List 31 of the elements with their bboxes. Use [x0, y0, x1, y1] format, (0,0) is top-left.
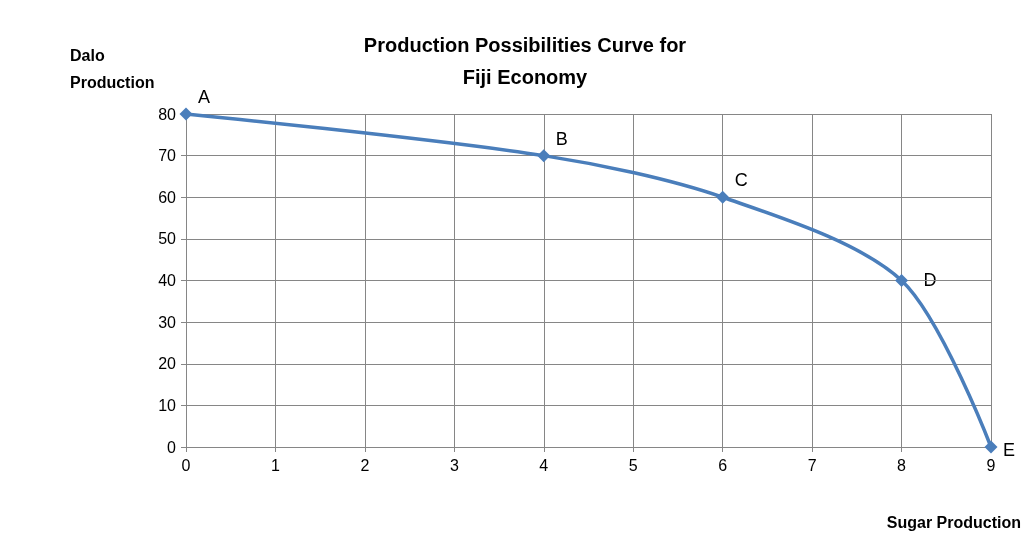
- point: [984, 440, 998, 454]
- x-axis-title: Sugar Production: [886, 513, 1022, 531]
- y-tick-label: 80: [158, 105, 177, 123]
- y-tick-label: 0: [167, 438, 177, 456]
- y-tick-label: 70: [158, 147, 177, 165]
- y-tick-label: 50: [158, 230, 177, 248]
- y-tick-label: 40: [158, 272, 177, 289]
- annotation: B: [555, 128, 568, 149]
- chart-title: Production Possibilities Curve for Fiji Economy: [363, 34, 687, 88]
- x-tick-label: 0: [181, 456, 191, 474]
- x-tick-label: 3: [449, 456, 459, 474]
- y-tick-label: 20: [158, 355, 177, 373]
- x-tick-label: 5: [628, 456, 638, 474]
- point: [716, 190, 730, 204]
- x-tick-label: 1: [270, 456, 280, 474]
- y-tick-label: 60: [158, 188, 177, 206]
- annotation: E: [1003, 440, 1016, 460]
- y-tick-label: 30: [158, 313, 177, 331]
- annotation: A: [198, 87, 211, 107]
- x-tick-label: 7: [807, 456, 817, 474]
- x-tick-label: 2: [360, 456, 370, 474]
- annotation: C: [734, 170, 748, 191]
- y-axis-title: Dalo Production: [70, 47, 155, 91]
- point: [179, 107, 193, 121]
- point: [895, 274, 909, 287]
- x-tick-label: 8: [897, 456, 907, 474]
- point: [537, 149, 551, 163]
- x-tick-label: 9: [986, 456, 996, 474]
- x-tick-label: 6: [718, 456, 728, 474]
- x-tick-label: 4: [539, 456, 549, 474]
- y-tick-label: 10: [158, 396, 177, 414]
